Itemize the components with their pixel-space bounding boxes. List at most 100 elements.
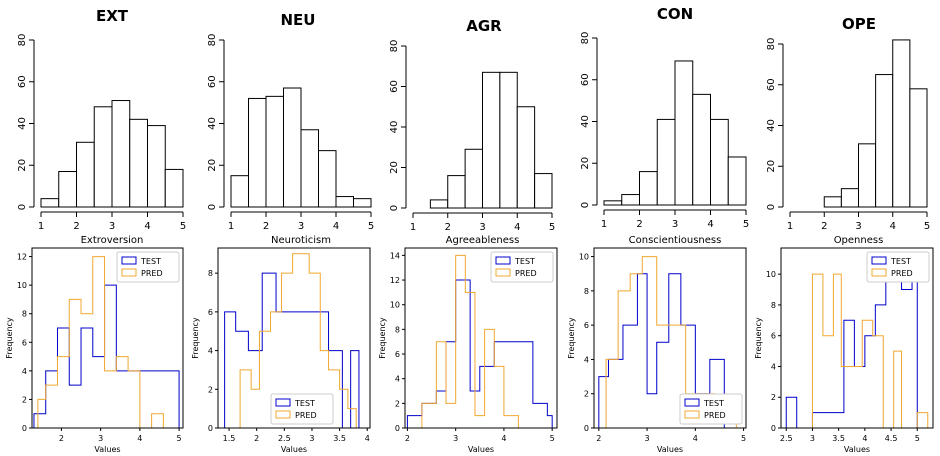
legend-swatch-pred [684,410,700,419]
y-tick-label: 60 [17,75,28,88]
legend-label: TEST [140,257,161,266]
chart-title: OPE [842,15,876,33]
series-test-step [33,284,180,428]
x-tick-label: 1 [38,221,44,232]
y-tick-label: 6 [208,308,213,317]
legend-swatch-test [121,256,137,265]
histogram-bar [248,97,267,208]
y-tick-label: 4 [771,362,776,371]
x-tick-label: 1 [601,219,607,230]
y-tick-label: 0 [766,204,777,210]
x-tick-label: 3.5 [832,434,845,443]
x-tick-label: 1.5 [223,434,236,443]
y-tick-label: 0 [208,424,213,433]
y-tick-label: 12 [390,276,400,285]
x-tick-label: 4 [693,434,698,443]
x-tick-label: 3 [855,221,861,232]
x-axis-label: Values [468,445,494,454]
histogram-bar [892,39,911,208]
x-tick-label: 2 [445,222,451,233]
top-chart-neu: NEU 0 20 40 60 80 1 2 3 4 5 Neuroticism [207,11,374,246]
x-tick-label: 2.5 [780,434,793,443]
legend-swatch-pred [275,410,291,419]
x-tick-label: 3.5 [333,434,346,443]
y-tick-label: 0 [22,424,27,433]
x-tick-label: 2 [73,221,79,232]
histogram-bar [353,198,372,208]
x-tick-label: 2 [254,434,259,443]
top-chart-ope: OPE 0 20 40 60 80 1 2 3 4 5 Openness [766,15,930,246]
x-tick-label: 4 [501,434,506,443]
plot-frame [31,247,184,429]
x-tick-label: 2 [636,219,642,230]
x-tick-label: 3 [453,434,458,443]
y-tick-label: 6 [395,350,400,359]
legend-label: PRED [515,269,537,278]
histogram-bar [516,106,536,209]
x-tick-label: 3 [479,222,485,233]
y-tick-label: 4 [208,347,213,356]
legend-label: PRED [141,269,163,278]
y-tick-label: 10 [17,281,27,290]
histogram-bar [318,150,337,208]
top-chart-con: CON 0 20 40 60 80 1 2 3 4 5 Conscientiousness [580,5,749,246]
x-tick-label: 3 [810,434,815,443]
histogram-bar [639,171,658,206]
chart-title: AGR [466,17,502,35]
legend-box [679,393,743,425]
histogram-bar [230,175,249,208]
y-tick-label: 2 [22,395,27,404]
x-axis-label: Values [281,445,307,454]
y-tick-label: 20 [207,159,218,172]
histogram-bar [875,74,894,208]
histogram-bar [40,198,60,208]
y-tick-label: 0 [389,205,400,211]
x-tick-label: 2 [263,221,269,232]
histogram-bar [429,199,449,209]
x-tick-label: 4 [707,219,713,230]
x-tick-label: 4 [514,222,520,233]
histogram-bar [603,200,623,206]
x-tick-label: 3 [672,219,678,230]
x-tick-label: 3 [309,434,314,443]
y-tick-label: 6 [584,321,589,330]
x-tick-label: 3 [298,221,304,232]
histogram-bar [335,196,354,208]
series-test-step [224,272,368,429]
legend-label: PRED [891,269,913,278]
histogram-bar [656,118,676,206]
legend: TEST PRED [866,251,930,283]
y-tick-label: 60 [766,78,777,91]
y-tick-label: 60 [389,80,400,93]
y-tick-label: 4 [22,367,27,376]
y-axis-label: Frequency [754,317,763,359]
y-tick-label: 40 [207,117,218,130]
legend-swatch-pred [871,268,887,277]
y-tick-label: 2 [208,385,213,394]
legend-box [116,251,180,283]
bottom-chart-2: 0 2 4 6 8 1.5 2 2.5 3 3.5 4 Values Frequency TEST PRED [191,247,371,454]
histogram-bar [482,71,501,209]
series-pred-step [421,254,519,428]
legend-box [270,393,334,425]
series-pred-step [239,253,357,428]
legend-swatch-test [275,398,291,407]
x-axis-label: Neuroticism [271,235,331,246]
y-tick-label: 0 [771,424,776,433]
y-tick-label: 2 [584,390,589,399]
legend: TEST PRED [679,393,743,425]
y-tick-label: 8 [771,301,776,310]
y-tick-label: 0 [17,204,28,210]
histogram-bar [621,194,640,206]
histogram-bar [129,118,148,208]
chart-title: EXT [96,7,129,25]
histogram-bar [283,87,302,208]
x-tick-label: 1 [410,222,416,233]
plot-frame [593,247,747,429]
x-axis-label: Values [94,445,120,454]
x-tick-label: 5 [368,221,374,232]
bottom-chart-5: 0 2 4 6 8 10 2.5 3 3.5 4 4.5 5 Values Frequency TEST PR… [754,247,934,454]
histogram-bar [710,118,729,206]
x-tick-label: 5 [915,434,920,443]
